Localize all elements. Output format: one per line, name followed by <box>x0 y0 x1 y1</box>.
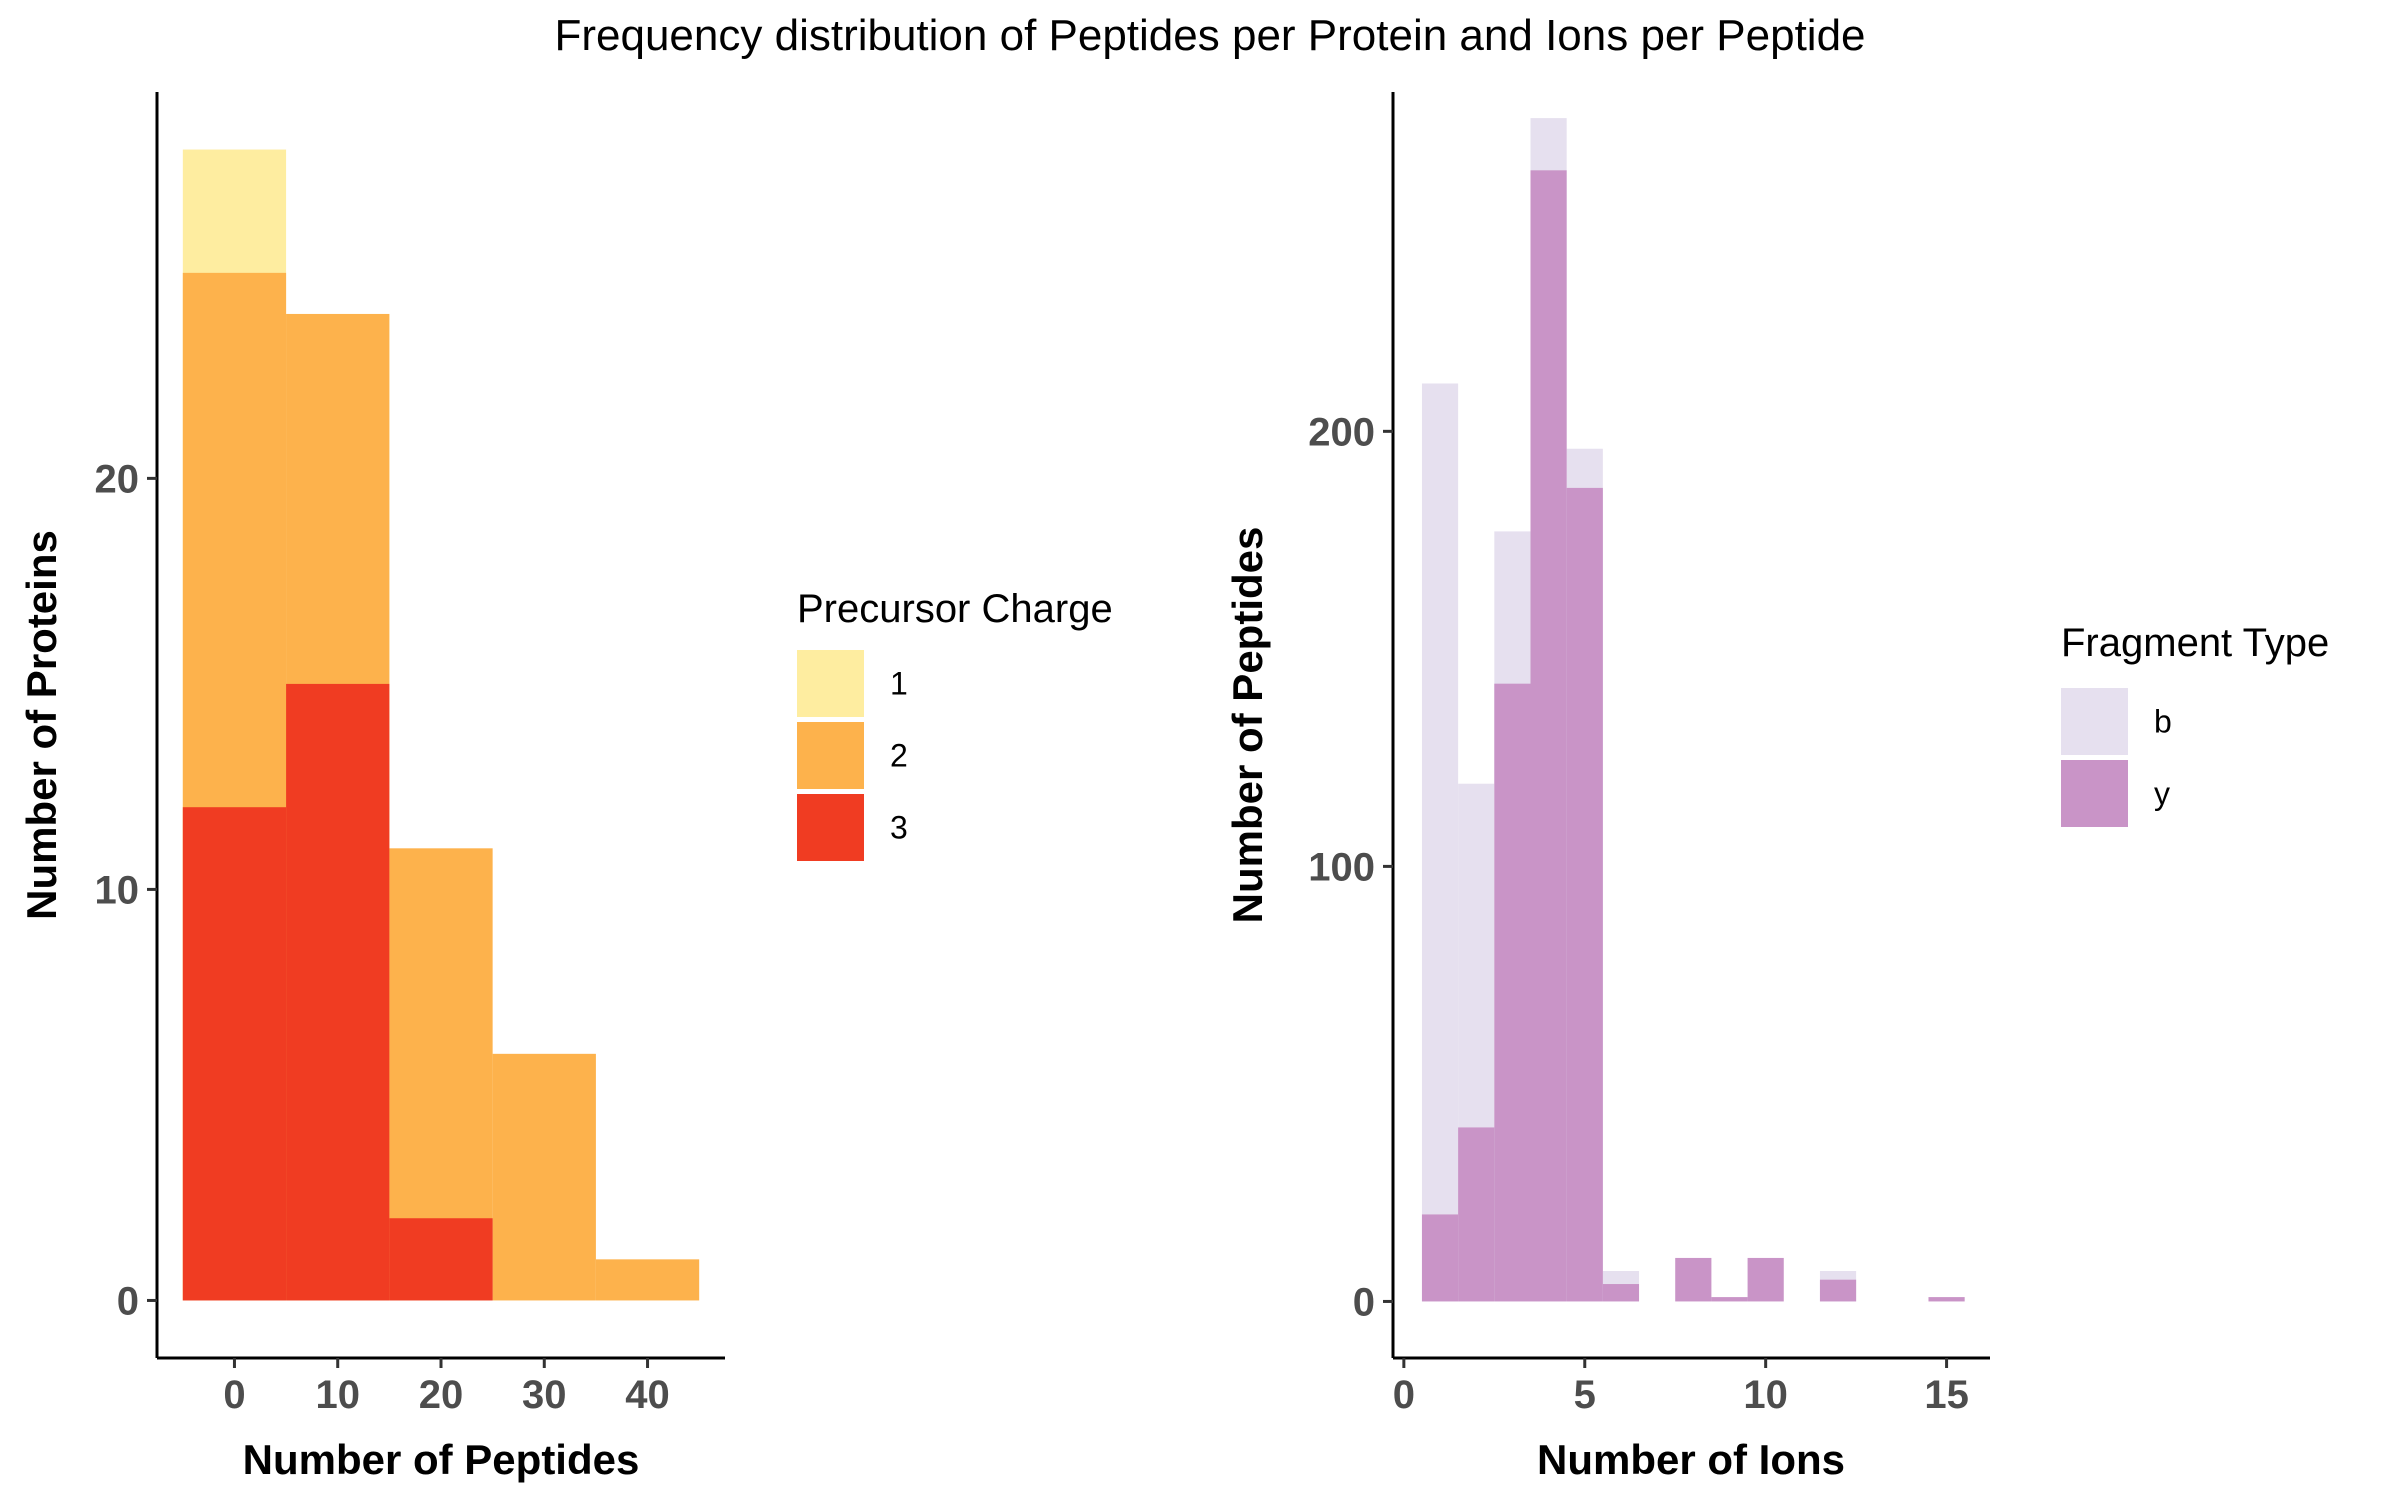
right-x-axis-title: Number of Ions <box>1537 1436 1845 1483</box>
right-y-ticks: 0 100 200 <box>1308 410 1393 1324</box>
right-bar-y-7 <box>1675 1257 1712 1302</box>
left-bar-3-2 <box>389 1218 493 1301</box>
left-x-axis-title: Number of Peptides <box>243 1436 640 1483</box>
left-legend-swatch-3 <box>797 794 864 861</box>
right-legend-label-b: b <box>2154 704 2172 740</box>
left-x-tick-label: 10 <box>315 1373 360 1417</box>
right-x-tick-label: 5 <box>1574 1373 1596 1417</box>
left-legend-title: Precursor Charge <box>797 587 1113 631</box>
left-legend: Precursor Charge 1 2 3 <box>797 587 1113 861</box>
right-y-tick-label: 100 <box>1308 845 1375 889</box>
left-legend-label-3: 3 <box>890 810 908 846</box>
left-x-tick-label: 40 <box>625 1373 670 1417</box>
left-y-tick-label: 10 <box>95 868 140 912</box>
figure-title: Frequency distribution of Peptides per P… <box>554 11 1865 60</box>
left-legend-label-1: 1 <box>890 666 908 702</box>
left-x-tick-label: 0 <box>223 1373 245 1417</box>
left-x-tick-label: 30 <box>522 1373 567 1417</box>
right-y-tick-label: 0 <box>1353 1280 1375 1324</box>
left-legend-swatch-2 <box>797 722 864 789</box>
left-legend-label-2: 2 <box>890 738 908 774</box>
right-bar-y-1 <box>1458 1127 1495 1302</box>
right-x-tick-label: 10 <box>1743 1373 1788 1417</box>
left-legend-swatch-1 <box>797 650 864 717</box>
right-bar-y-4 <box>1566 487 1603 1302</box>
left-y-tick-label: 0 <box>117 1279 139 1323</box>
left-bar-2-4 <box>595 1259 700 1301</box>
left-y-tick-label: 20 <box>95 457 140 501</box>
right-legend-title: Fragment Type <box>2061 621 2329 665</box>
right-bar-y-2 <box>1494 683 1531 1302</box>
right-bar-y-3 <box>1530 170 1567 1302</box>
right-y-axis-title: Number of Peptides <box>1224 527 1271 924</box>
left-y-ticks: 0 10 20 <box>95 457 157 1323</box>
right-x-tick-label: 0 <box>1393 1373 1415 1417</box>
left-bar-2-3 <box>492 1053 596 1301</box>
right-legend-swatch-y <box>2061 760 2128 827</box>
right-y-tick-label: 200 <box>1308 410 1375 454</box>
right-bar-y-0 <box>1421 1214 1459 1302</box>
left-bars <box>182 149 700 1301</box>
left-x-ticks: 0 10 20 30 40 <box>223 1358 670 1417</box>
left-bar-3-1 <box>286 683 390 1301</box>
right-bar-y-11 <box>1819 1279 1857 1302</box>
right-bars <box>1421 118 1965 1302</box>
right-legend: Fragment Type by <box>2061 621 2329 827</box>
right-bar-y-5 <box>1602 1284 1640 1302</box>
left-chart: 0 10 20 0 10 20 30 40 Number of Peptides Numbe… <box>18 92 1113 1483</box>
right-x-ticks: 0 5 10 15 <box>1393 1358 1969 1417</box>
right-x-tick-label: 15 <box>1924 1373 1969 1417</box>
right-legend-label-y: y <box>2154 776 2170 812</box>
left-x-tick-label: 20 <box>419 1373 464 1417</box>
right-chart: 0 100 200 0 5 10 15 Number of Ions Number of … <box>1224 92 2329 1483</box>
right-bar-y-14 <box>1928 1297 1965 1302</box>
right-bar-y-9 <box>1747 1257 1784 1302</box>
right-legend-swatch-b <box>2061 688 2128 755</box>
right-bar-b-0 <box>1421 383 1459 1302</box>
left-bar-3-0 <box>182 807 287 1301</box>
right-bar-y-8 <box>1711 1297 1748 1302</box>
left-y-axis-title: Number of Proteins <box>18 530 65 920</box>
